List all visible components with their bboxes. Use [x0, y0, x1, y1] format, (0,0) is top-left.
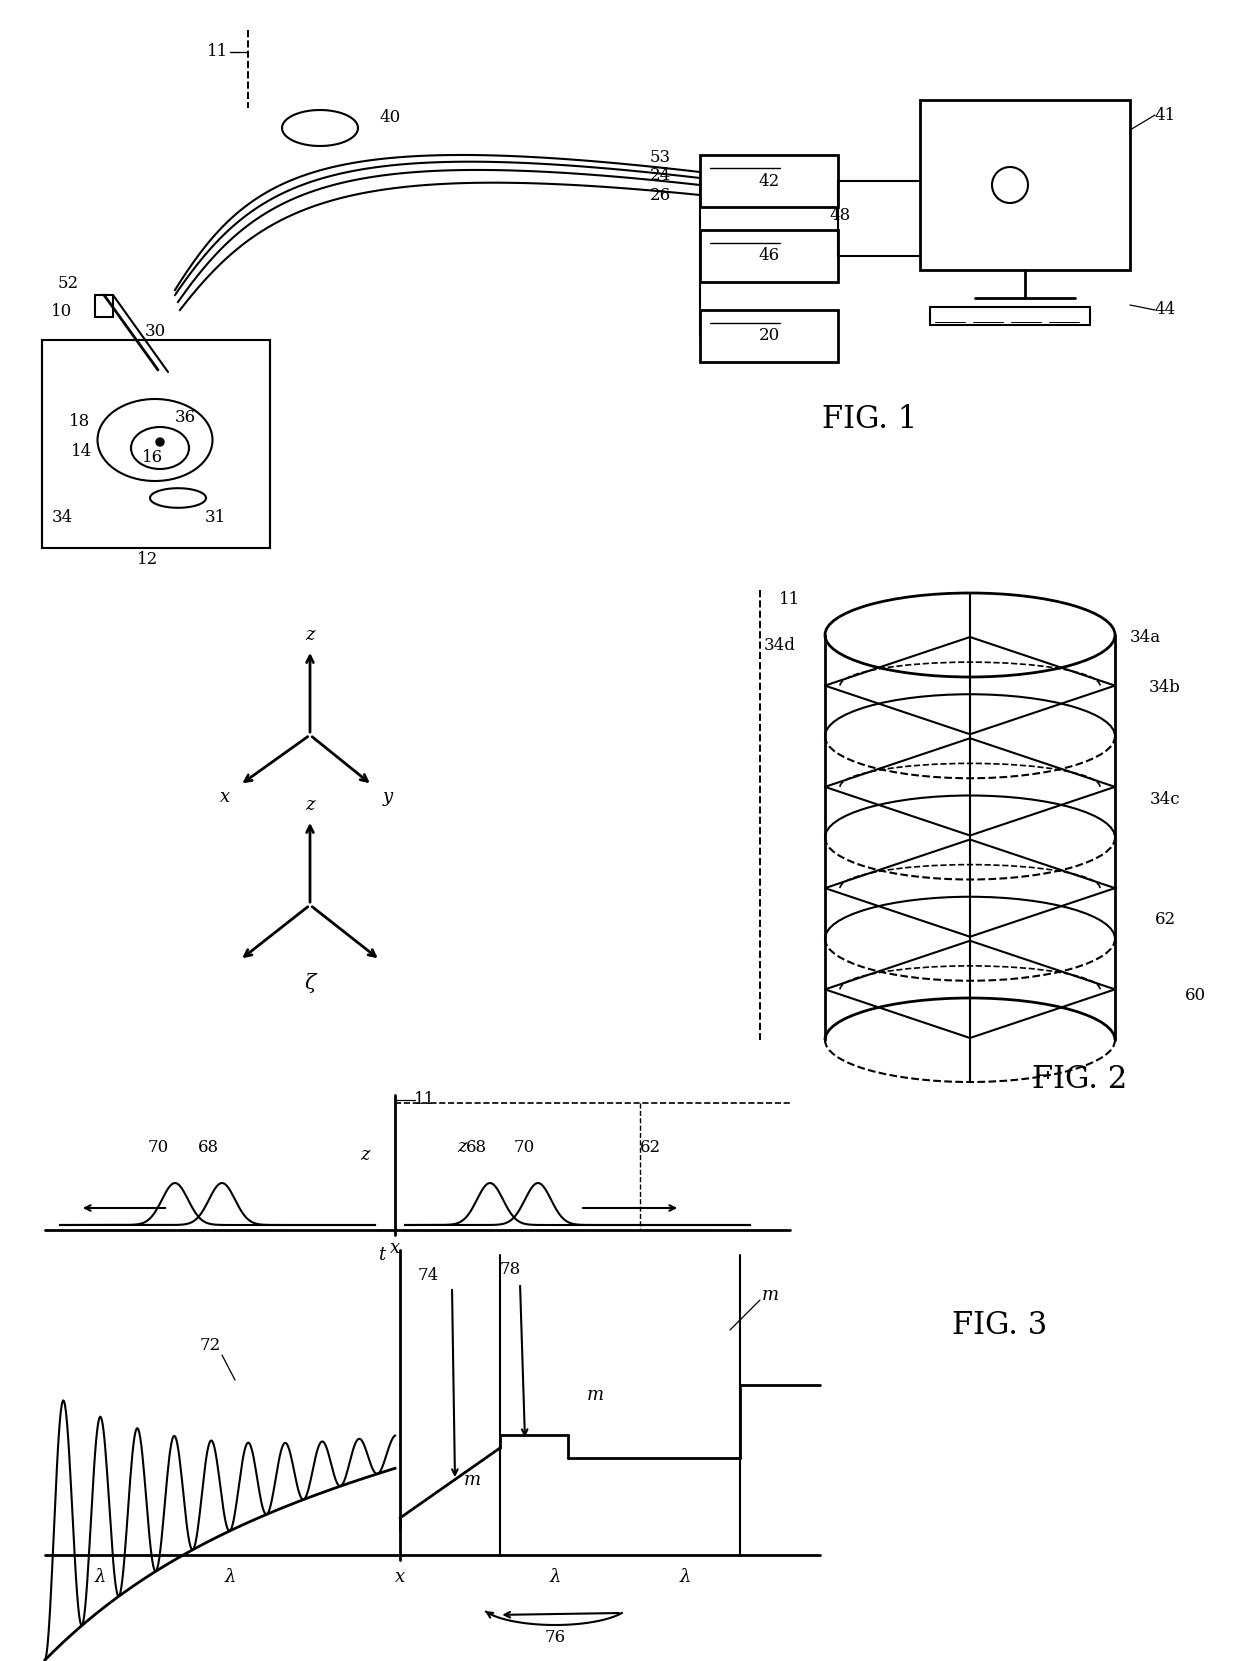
Text: 26: 26 — [650, 186, 671, 204]
Text: 12: 12 — [138, 551, 159, 568]
Text: z: z — [361, 1146, 370, 1164]
Text: x: x — [389, 1239, 401, 1257]
Text: 36: 36 — [175, 410, 196, 427]
Text: 34c: 34c — [1149, 792, 1180, 809]
Text: 16: 16 — [141, 450, 162, 467]
Text: y: y — [383, 787, 393, 806]
Text: m: m — [464, 1472, 481, 1488]
Text: z: z — [458, 1138, 466, 1156]
Text: x: x — [219, 787, 231, 806]
Text: FIG. 1: FIG. 1 — [822, 405, 918, 435]
Text: FIG. 3: FIG. 3 — [952, 1309, 1048, 1340]
Text: 40: 40 — [379, 110, 401, 126]
Circle shape — [156, 439, 164, 447]
Bar — [920, 100, 1130, 271]
Text: 42: 42 — [759, 173, 780, 189]
Text: 52: 52 — [57, 276, 78, 292]
Text: 44: 44 — [1154, 302, 1176, 319]
Bar — [42, 341, 270, 548]
Text: λ: λ — [94, 1568, 105, 1586]
Bar — [930, 307, 1090, 326]
Text: 46: 46 — [759, 247, 780, 264]
Text: ζ: ζ — [304, 973, 316, 993]
Text: 70: 70 — [148, 1138, 169, 1156]
Bar — [701, 311, 838, 362]
Text: FIG. 2: FIG. 2 — [1033, 1065, 1127, 1096]
Text: 24: 24 — [650, 166, 671, 183]
Text: 68: 68 — [197, 1138, 218, 1156]
Text: 34: 34 — [51, 510, 73, 527]
Text: 11: 11 — [207, 43, 228, 60]
Text: 41: 41 — [1154, 106, 1176, 123]
Text: 34b: 34b — [1149, 679, 1180, 696]
Text: 53: 53 — [650, 149, 671, 166]
Text: z: z — [305, 626, 315, 644]
Text: 11: 11 — [780, 591, 801, 608]
Text: 14: 14 — [72, 443, 93, 460]
Text: λ: λ — [549, 1568, 560, 1586]
Text: t: t — [378, 1246, 386, 1264]
Bar — [701, 154, 838, 208]
Text: 72: 72 — [200, 1337, 221, 1354]
Text: 34d: 34d — [764, 636, 796, 653]
Text: 20: 20 — [759, 327, 780, 344]
Text: 62: 62 — [640, 1138, 661, 1156]
Text: x: x — [394, 1568, 405, 1586]
Bar — [95, 296, 113, 317]
Text: 76: 76 — [544, 1629, 565, 1646]
Text: z: z — [305, 796, 315, 814]
Text: 62: 62 — [1154, 912, 1176, 928]
Text: 60: 60 — [1184, 987, 1205, 1003]
Bar — [701, 229, 838, 282]
Text: 70: 70 — [513, 1138, 534, 1156]
Text: m: m — [761, 1286, 779, 1304]
Text: 34a: 34a — [1130, 630, 1161, 646]
Text: 68: 68 — [465, 1138, 486, 1156]
Text: 11: 11 — [414, 1091, 435, 1108]
Text: 74: 74 — [418, 1266, 439, 1284]
Text: 78: 78 — [500, 1261, 521, 1279]
Text: λ: λ — [680, 1568, 691, 1586]
Text: 31: 31 — [205, 510, 226, 527]
Text: 48: 48 — [830, 206, 851, 224]
Text: m: m — [587, 1385, 604, 1404]
Text: λ: λ — [224, 1568, 236, 1586]
Text: 10: 10 — [51, 304, 73, 321]
Text: 18: 18 — [69, 414, 91, 430]
Text: 30: 30 — [144, 324, 166, 341]
